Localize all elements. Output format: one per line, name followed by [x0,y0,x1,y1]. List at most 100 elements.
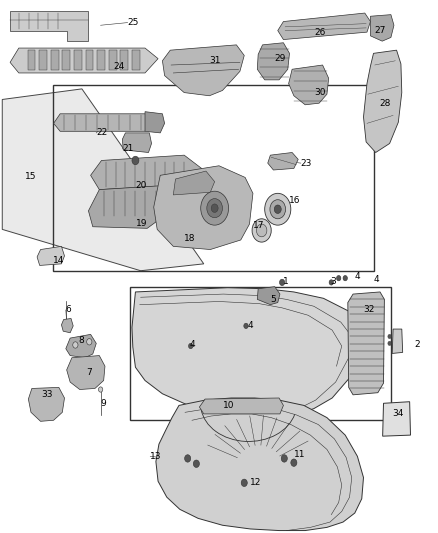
Circle shape [185,455,191,462]
Text: 5: 5 [270,295,276,304]
Text: 28: 28 [379,99,391,108]
Circle shape [241,479,247,487]
Text: 18: 18 [184,235,196,244]
Text: 17: 17 [253,221,265,230]
Polygon shape [51,50,59,70]
Text: 33: 33 [42,390,53,399]
Polygon shape [67,356,105,390]
Circle shape [265,193,291,225]
Polygon shape [85,50,93,70]
Text: 25: 25 [127,18,139,27]
Text: 34: 34 [392,409,403,418]
Polygon shape [364,50,402,152]
Polygon shape [109,50,117,70]
Circle shape [207,199,223,217]
Polygon shape [392,329,403,353]
Text: 4: 4 [374,275,379,284]
Text: 24: 24 [114,62,125,70]
Polygon shape [120,50,128,70]
Polygon shape [66,334,96,358]
Circle shape [193,460,199,467]
Circle shape [329,280,333,285]
Text: 26: 26 [314,28,325,37]
Polygon shape [28,387,64,421]
Circle shape [274,205,281,214]
Text: 16: 16 [289,196,300,205]
Polygon shape [199,398,283,414]
Circle shape [336,276,341,281]
Text: 20: 20 [135,181,147,190]
Polygon shape [132,288,367,419]
Text: 4: 4 [355,271,360,280]
Text: 2: 2 [415,341,420,350]
Text: 21: 21 [122,144,134,154]
Text: 12: 12 [251,478,262,487]
Polygon shape [371,14,394,41]
Polygon shape [2,89,204,271]
Text: 15: 15 [25,172,37,181]
Polygon shape [37,246,64,265]
Circle shape [343,276,347,281]
Circle shape [291,459,297,466]
Polygon shape [74,50,82,70]
Circle shape [252,219,271,242]
Text: 14: 14 [53,256,64,265]
Polygon shape [162,45,244,96]
Polygon shape [383,402,410,436]
Polygon shape [122,133,152,152]
Polygon shape [145,112,165,133]
Polygon shape [28,50,35,70]
Text: 31: 31 [209,56,221,65]
Polygon shape [268,152,298,170]
Circle shape [244,323,248,328]
Text: 1: 1 [283,277,289,286]
Polygon shape [10,11,88,41]
Circle shape [279,279,285,286]
Text: 29: 29 [275,54,286,63]
Circle shape [201,191,229,225]
Text: 22: 22 [96,128,107,138]
Polygon shape [173,171,215,195]
Polygon shape [257,287,280,305]
Polygon shape [132,50,140,70]
Polygon shape [10,48,158,73]
Circle shape [73,342,78,348]
Polygon shape [257,43,290,80]
Polygon shape [156,398,364,530]
Text: 10: 10 [223,401,234,410]
Text: 11: 11 [294,450,305,459]
Text: 4: 4 [247,321,253,330]
Circle shape [270,200,286,219]
Polygon shape [348,292,385,395]
Circle shape [99,387,103,392]
Polygon shape [88,186,167,228]
Text: 3: 3 [330,277,336,286]
Polygon shape [53,114,149,131]
Circle shape [388,341,391,345]
Circle shape [256,224,267,237]
Circle shape [132,156,139,165]
Circle shape [211,204,218,213]
Circle shape [388,334,391,338]
Text: 23: 23 [301,159,312,167]
Polygon shape [39,50,47,70]
Polygon shape [289,65,328,105]
Text: 13: 13 [150,452,162,461]
Text: 19: 19 [136,219,148,228]
Text: 8: 8 [79,336,85,345]
Text: 9: 9 [101,399,106,408]
Polygon shape [97,50,105,70]
Circle shape [281,455,287,462]
Text: 30: 30 [315,88,326,97]
Text: 6: 6 [66,305,71,314]
Circle shape [188,343,193,349]
Circle shape [87,338,92,345]
Text: 32: 32 [364,305,375,314]
Bar [130,287,391,420]
Bar [53,85,374,271]
Text: 7: 7 [86,368,92,377]
Polygon shape [154,166,253,249]
Polygon shape [91,155,201,190]
Polygon shape [62,50,70,70]
Text: 4: 4 [189,341,195,350]
